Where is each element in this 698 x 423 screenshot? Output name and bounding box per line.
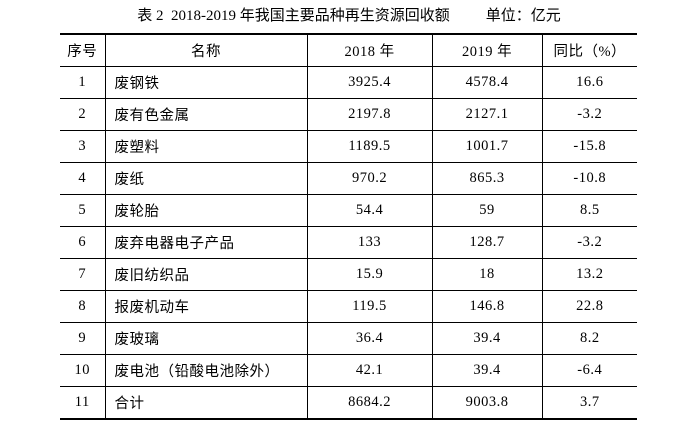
- cell-2019: 39.4: [431, 322, 543, 355]
- col-header-name: 名称: [104, 33, 308, 67]
- cell-name: 废旧纺织品: [104, 258, 308, 291]
- cell-2019: 146.8: [431, 290, 543, 323]
- cell-2018: 54.4: [306, 194, 433, 227]
- cell-2019: 59: [431, 194, 543, 227]
- table-row: 3 废塑料 1189.5 1001.7 -15.8: [60, 130, 637, 163]
- cell-name: 报废机动车: [104, 290, 308, 323]
- table-row: 4 废纸 970.2 865.3 -10.8: [60, 162, 637, 195]
- cell-yoy: 13.2: [541, 258, 637, 291]
- cell-name: 废有色金属: [104, 98, 308, 131]
- cell-yoy: 3.7: [541, 386, 637, 420]
- cell-no: 1: [60, 66, 106, 99]
- table-row: 10 废电池（铅酸电池除外） 42.1 39.4 -6.4: [60, 354, 637, 387]
- cell-2018: 970.2: [306, 162, 433, 195]
- col-header-2018: 2018 年: [306, 33, 433, 67]
- col-header-2019: 2019 年: [431, 33, 543, 67]
- col-header-yoy: 同比（%）: [541, 33, 637, 67]
- cell-yoy: 16.6: [541, 66, 637, 99]
- cell-2019: 1001.7: [431, 130, 543, 163]
- table-row: 9 废玻璃 36.4 39.4 8.2: [60, 322, 637, 355]
- cell-yoy: 22.8: [541, 290, 637, 323]
- cell-name: 废电池（铅酸电池除外）: [104, 354, 308, 387]
- table-row: 2 废有色金属 2197.8 2127.1 -3.2: [60, 98, 637, 131]
- cell-2018: 133: [306, 226, 433, 259]
- cell-2018: 15.9: [306, 258, 433, 291]
- cell-2018: 36.4: [306, 322, 433, 355]
- table-caption: 表 2 2018-2019 年我国主要品种再生资源回收额 单位：亿元: [0, 6, 698, 26]
- table-row: 7 废旧纺织品 15.9 18 13.2: [60, 258, 637, 291]
- cell-no: 9: [60, 322, 106, 355]
- table-row-total: 11 合计 8684.2 9003.8 3.7: [60, 386, 637, 420]
- cell-no: 5: [60, 194, 106, 227]
- cell-no: 10: [60, 354, 106, 387]
- header-row: 序号 名称 2018 年 2019 年 同比（%）: [60, 33, 637, 67]
- cell-2018: 42.1: [306, 354, 433, 387]
- cell-yoy: -3.2: [541, 226, 637, 259]
- cell-name: 合计: [104, 386, 308, 420]
- cell-yoy: -15.8: [541, 130, 637, 163]
- cell-yoy: 8.5: [541, 194, 637, 227]
- table-title: 表 2 2018-2019 年我国主要品种再生资源回收额: [137, 8, 450, 24]
- cell-no: 4: [60, 162, 106, 195]
- cell-2019: 2127.1: [431, 98, 543, 131]
- cell-2018: 2197.8: [306, 98, 433, 131]
- recycled-resources-table: 序号 名称 2018 年 2019 年 同比（%） 1 废钢铁 3925.4 4…: [60, 33, 637, 420]
- cell-no: 3: [60, 130, 106, 163]
- cell-no: 8: [60, 290, 106, 323]
- cell-no: 2: [60, 98, 106, 131]
- table-row: 8 报废机动车 119.5 146.8 22.8: [60, 290, 637, 323]
- cell-no: 6: [60, 226, 106, 259]
- cell-2019: 128.7: [431, 226, 543, 259]
- cell-name: 废钢铁: [104, 66, 308, 99]
- cell-name: 废塑料: [104, 130, 308, 163]
- table-row: 1 废钢铁 3925.4 4578.4 16.6: [60, 66, 637, 99]
- cell-2019: 18: [431, 258, 543, 291]
- cell-name: 废弃电器电子产品: [104, 226, 308, 259]
- cell-yoy: 8.2: [541, 322, 637, 355]
- table-unit-label: 单位：亿元: [485, 8, 561, 24]
- cell-no: 7: [60, 258, 106, 291]
- cell-2019: 865.3: [431, 162, 543, 195]
- cell-2018: 8684.2: [306, 386, 433, 420]
- cell-2018: 119.5: [306, 290, 433, 323]
- cell-2018: 1189.5: [306, 130, 433, 163]
- cell-name: 废纸: [104, 162, 308, 195]
- cell-name: 废玻璃: [104, 322, 308, 355]
- cell-name: 废轮胎: [104, 194, 308, 227]
- col-header-no: 序号: [60, 33, 106, 67]
- cell-yoy: -3.2: [541, 98, 637, 131]
- cell-2019: 4578.4: [431, 66, 543, 99]
- cell-no: 11: [60, 386, 106, 420]
- cell-2019: 39.4: [431, 354, 543, 387]
- cell-2019: 9003.8: [431, 386, 543, 420]
- table-row: 6 废弃电器电子产品 133 128.7 -3.2: [60, 226, 637, 259]
- cell-2018: 3925.4: [306, 66, 433, 99]
- cell-yoy: -10.8: [541, 162, 637, 195]
- cell-yoy: -6.4: [541, 354, 637, 387]
- table-row: 5 废轮胎 54.4 59 8.5: [60, 194, 637, 227]
